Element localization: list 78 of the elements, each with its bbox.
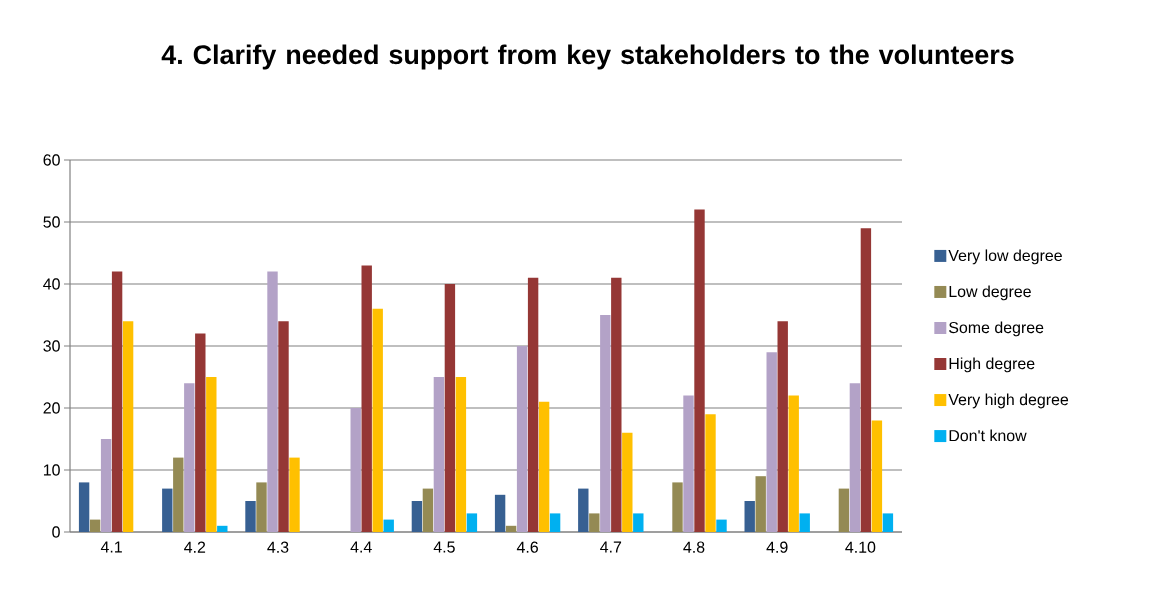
x-tick-label: 4.9: [766, 541, 788, 553]
legend-label: High degree: [949, 357, 1035, 373]
bar: [78, 482, 90, 532]
bar: [694, 209, 705, 532]
bar: [111, 271, 123, 532]
bar: [444, 284, 456, 532]
bar: [549, 513, 561, 532]
bar: [672, 482, 683, 532]
legend-label: Don't know: [949, 429, 1027, 442]
legend-label: Very low degree: [948, 249, 1062, 265]
bar: [589, 513, 600, 532]
bar: [162, 488, 173, 532]
bar: [766, 352, 777, 532]
bar: [100, 439, 112, 532]
bar: [278, 321, 289, 532]
x-tick-label: 4.6: [516, 541, 538, 553]
bar: [538, 401, 550, 532]
x-tick-label: 4.2: [184, 541, 206, 553]
bar: [788, 395, 799, 532]
x-tick-label: 4.10: [845, 541, 876, 553]
bar: [422, 488, 434, 532]
y-tick-label: 10: [43, 464, 60, 476]
bar: [411, 501, 423, 532]
bar: [122, 321, 134, 532]
bar: [578, 488, 589, 532]
bar: [361, 265, 372, 532]
bar: [527, 277, 539, 532]
y-tick-label: 0: [52, 526, 60, 538]
bar: [882, 513, 894, 532]
bar: [184, 383, 195, 532]
bar: [289, 457, 300, 532]
bar: [871, 420, 883, 532]
bar: [494, 494, 506, 532]
bar: [516, 346, 528, 532]
bar: [799, 513, 810, 532]
bar: [173, 457, 184, 532]
bar: [849, 383, 861, 532]
bar: [466, 513, 478, 532]
bar: [206, 377, 217, 532]
bar: [633, 513, 644, 532]
bar: [744, 501, 755, 532]
bar: [89, 519, 101, 532]
bar: [838, 488, 850, 532]
chart-title: 4. Clarify needed support from key stakeholders to the volunteers: [161, 44, 1014, 70]
y-tick-label: 30: [43, 340, 60, 352]
legend-label: Low degree: [949, 285, 1031, 301]
bar: [611, 277, 622, 532]
x-tick-label: 4.5: [433, 541, 455, 553]
bar: [455, 377, 467, 532]
bar: [600, 315, 611, 532]
legend-label: Some degree: [949, 321, 1044, 337]
bar: [622, 432, 633, 532]
x-tick-label: 4.7: [600, 541, 622, 553]
bar: [195, 333, 206, 532]
y-tick-label: 40: [43, 278, 60, 290]
bar: [267, 271, 278, 532]
x-tick-label: 4.3: [267, 541, 289, 553]
y-tick-label: 60: [43, 154, 60, 166]
bar: [217, 525, 228, 532]
bar: [245, 501, 256, 532]
bar: [683, 395, 694, 532]
bar: [350, 408, 361, 532]
x-tick-label: 4.4: [350, 541, 372, 553]
bar: [372, 308, 383, 532]
bar: [505, 525, 517, 532]
y-tick-label: 50: [43, 216, 60, 228]
legend-label: Very high degree: [948, 393, 1069, 409]
bar: [256, 482, 267, 532]
bar: [860, 228, 872, 532]
bar: [716, 519, 727, 532]
bar: [705, 414, 716, 532]
bar: [755, 476, 766, 532]
x-tick-label: 4.1: [100, 541, 122, 553]
bar: [777, 321, 788, 532]
x-tick-label: 4.8: [683, 541, 705, 553]
y-tick-label: 20: [43, 402, 60, 414]
bar: [383, 519, 394, 532]
bar: [433, 377, 445, 532]
